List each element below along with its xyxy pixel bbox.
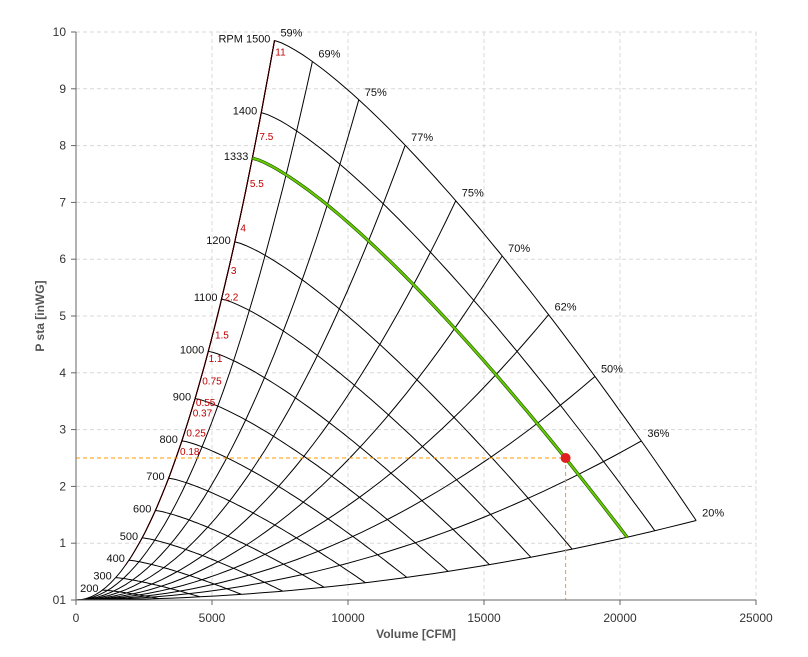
y-tick-label-9: 9	[59, 82, 66, 96]
power-line-4	[213, 40, 275, 330]
rpm-curve-800	[181, 440, 408, 578]
rpm-curve-200	[102, 589, 159, 600]
rpm-label-1200: 1200	[206, 235, 230, 247]
operating-guides	[76, 453, 571, 600]
rpm-curve-outline-1333	[251, 156, 629, 539]
x-axis-title: Volume [CFM]	[376, 627, 456, 641]
y-tick-label-8: 8	[59, 139, 66, 153]
efficiency-label-1: 69%	[318, 48, 340, 60]
efficiency-line-5	[75, 255, 503, 601]
efficiency-label-0: 59%	[280, 28, 302, 40]
rpm-label-1100: 1100	[194, 292, 218, 304]
rpm-curve-1000	[208, 350, 490, 566]
efficiency-label-6: 62%	[555, 302, 577, 314]
rpm-label-1000: 1000	[180, 344, 204, 356]
rpm-curve-600	[155, 510, 325, 588]
power-label-3: 5.5	[250, 179, 264, 190]
rpm-curve-500	[142, 537, 283, 592]
rpm-label-400: 400	[107, 553, 125, 565]
y-tick-label-3: 3	[59, 423, 66, 437]
efficiency-label-5: 70%	[508, 243, 530, 255]
rpm-curve-1200	[234, 241, 573, 550]
grid	[75, 31, 757, 601]
rpm-curve-300	[115, 577, 201, 598]
power-line-8	[166, 40, 275, 484]
labels: RPM 1500 1400 1333 1200 1100 1000 900 800 700 600…	[80, 28, 724, 596]
rpm-label-800: 800	[159, 434, 177, 446]
power-label-11: 0.37	[193, 408, 213, 419]
power-label-7: 1.5	[215, 330, 229, 341]
rpm-label-200: 200	[80, 583, 98, 595]
rpm-label-1500: RPM 1500	[218, 34, 270, 46]
x-tick-label-3: 15000	[467, 611, 501, 625]
efficiency-line-3	[75, 145, 406, 601]
power-label-8: 1.1	[209, 354, 223, 365]
y-axis-title: P sta [inWG]	[33, 280, 47, 351]
x-tick-label-2: 10000	[331, 611, 365, 625]
rpm-label-1333: 1333	[224, 151, 248, 163]
rpm-curve-1400	[261, 112, 656, 531]
power-label-12: 0.25	[186, 428, 206, 439]
efficiency-line-6	[75, 314, 549, 601]
axes: 0 5000 10000 15000 20000 25000 01 1 2 3 4 5 6 7 8 9 10	[53, 25, 773, 625]
power-label-10: 0.55	[196, 398, 216, 409]
rpm-curves	[102, 40, 697, 600]
rpm-label-900: 900	[173, 392, 191, 404]
rpm-label-500: 500	[120, 531, 138, 543]
efficiency-lines	[75, 40, 697, 601]
y-tick-label-1: 1	[59, 536, 66, 550]
efficiency-line-4	[75, 200, 457, 601]
efficiency-label-8: 36%	[647, 428, 669, 440]
x-tick-label-1: 5000	[199, 611, 226, 625]
y-tick-label-6: 6	[59, 252, 66, 266]
y-tick-label-2: 2	[59, 479, 66, 493]
rpm-curve-900	[195, 398, 449, 572]
power-label-4: 4	[240, 224, 246, 235]
rpm-curve-1333	[252, 157, 628, 538]
y-tick-label-5: 5	[59, 309, 66, 323]
y-tick-label-0: 01	[53, 593, 67, 607]
rpm-label-300: 300	[93, 571, 111, 583]
power-label-1: 11	[275, 47, 286, 58]
operating-point-marker	[560, 453, 571, 463]
rpm-curve-400	[128, 559, 242, 595]
efficiency-line-7	[75, 376, 596, 601]
rpm-curve-700	[168, 477, 366, 584]
efficiency-label-7: 50%	[601, 363, 623, 375]
efficiency-line-2	[75, 99, 360, 601]
efficiency-label-3: 77%	[411, 132, 433, 144]
efficiency-line-0	[75, 40, 275, 601]
efficiency-line-9	[76, 520, 697, 601]
rpm-label-600: 600	[133, 503, 151, 515]
efficiency-line-1	[75, 61, 313, 601]
efficiency-line-8	[75, 440, 642, 601]
efficiency-label-4: 75%	[462, 188, 484, 200]
x-tick-label-0: 0	[73, 611, 80, 625]
x-tick-label-5: 25000	[739, 611, 773, 625]
y-tick-label-10: 10	[53, 25, 67, 39]
rpm-curve-1500	[274, 40, 697, 521]
power-label-6: 2.2	[224, 292, 238, 303]
efficiency-label-9: 20%	[702, 507, 724, 519]
y-tick-label-4: 4	[59, 366, 66, 380]
y-tick-label-7: 7	[59, 195, 66, 209]
power-label-13: 0.18	[180, 447, 200, 458]
efficiency-label-2: 75%	[365, 87, 387, 99]
rpm-curve-1100	[221, 298, 532, 558]
power-label-2: 7.5	[259, 132, 273, 143]
power-label-5: 3	[231, 266, 237, 277]
x-tick-label-4: 20000	[603, 611, 637, 625]
rpm-label-700: 700	[146, 471, 164, 483]
rpm-label-1400: 1400	[233, 106, 257, 118]
power-label-9: 0.75	[202, 377, 222, 388]
